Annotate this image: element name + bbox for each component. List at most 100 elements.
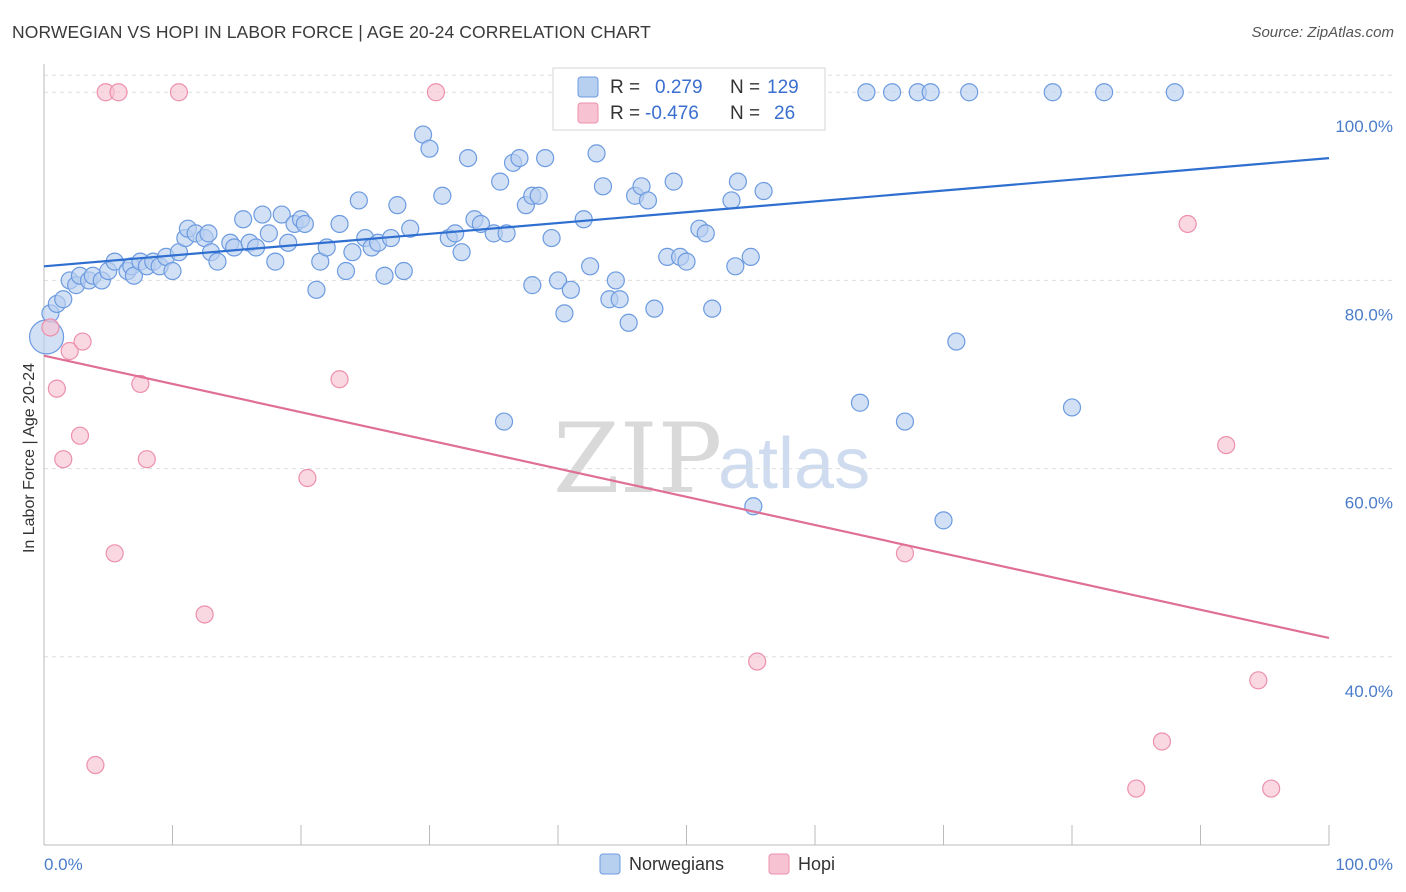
bottom-legend-norwegians: Norwegians — [629, 854, 724, 874]
norwegian-point — [921, 83, 940, 102]
bottom-legend-hopi: Hopi — [798, 854, 835, 874]
hopi-point — [137, 450, 156, 469]
norwegian-point — [587, 144, 606, 163]
hopi-point — [1178, 214, 1197, 234]
hopi-point — [895, 544, 915, 563]
norwegian-point — [548, 271, 568, 290]
norwegian-point — [542, 228, 561, 248]
norwegian-point — [882, 83, 902, 102]
legend-swatch-hopi — [577, 102, 599, 124]
norwegian-point — [619, 313, 638, 332]
hopi-trend-line — [43, 354, 1330, 640]
norwegian-point — [593, 177, 613, 196]
norwegian-point — [536, 148, 555, 168]
norwegian-point — [1165, 83, 1184, 102]
norwegian-point — [343, 243, 362, 262]
norwegian-point — [497, 224, 516, 243]
norwegian-point — [726, 257, 745, 276]
norwegian-point — [581, 257, 600, 276]
legend-swatch-norwegian — [577, 76, 599, 98]
norwegian-point — [947, 332, 966, 351]
norwegian-point — [234, 210, 253, 229]
y-tick-label: 40.0% — [1345, 682, 1393, 701]
norwegian-point — [491, 172, 510, 191]
hopi-point — [1127, 779, 1146, 798]
hopi-point — [1249, 671, 1268, 690]
norwegian-point — [754, 181, 773, 201]
chart-title: NORWEGIAN VS HOPI IN LABOR FORCE | AGE 2… — [12, 22, 651, 42]
norwegian-point — [307, 280, 326, 299]
source-credit: Source: ZipAtlas.com — [1251, 24, 1394, 41]
norwegian-point — [1095, 83, 1114, 102]
norwegian-trend-line — [43, 157, 1330, 268]
norwegian-point — [610, 290, 629, 309]
hopi-point — [748, 652, 767, 671]
hopi-point — [47, 379, 66, 398]
norwegian-point — [741, 247, 760, 266]
norwegian-point — [728, 172, 748, 191]
norwegian-point — [606, 271, 625, 290]
trend-lines — [43, 157, 1330, 640]
x-tick-max: 100.0% — [1335, 855, 1393, 874]
hopi-point — [131, 374, 150, 394]
bottom-legend-swatch-norwegians — [599, 853, 621, 875]
norwegian-point — [523, 276, 542, 295]
norwegian-point — [446, 224, 465, 243]
norwegian-point — [494, 412, 514, 431]
norwegian-point — [664, 172, 683, 191]
y-tick-label: 80.0% — [1345, 305, 1393, 324]
norwegian-point — [895, 412, 915, 431]
norwegian-point — [529, 186, 548, 205]
norwegian-point — [295, 214, 314, 234]
norwegian-point — [199, 224, 218, 243]
legend-n-label-2: N = — [730, 103, 760, 124]
hopi-point — [298, 468, 317, 488]
legend-n-value-hopi: 26 — [774, 103, 795, 124]
y-tick-labels: 40.0% 60.0% 80.0% 100.0% — [1335, 117, 1393, 701]
norwegian-point — [857, 83, 876, 102]
norwegian-point — [1043, 83, 1062, 102]
norwegian-point — [555, 304, 574, 323]
watermark-atlas: atlas — [718, 424, 870, 504]
hopi-point — [1152, 732, 1172, 751]
hopi-point — [169, 83, 189, 102]
norwegian-point — [850, 393, 870, 412]
x-tick-min: 0.0% — [44, 855, 83, 874]
hopi-points — [41, 83, 1281, 798]
hopi-point — [330, 370, 349, 389]
hopi-point — [70, 426, 90, 445]
hopi-point — [1217, 435, 1236, 455]
hopi-point — [1262, 779, 1281, 798]
norwegian-point — [225, 238, 244, 257]
norwegian-point — [452, 243, 471, 262]
norwegian-point — [272, 205, 291, 224]
norwegian-point — [960, 83, 979, 102]
norwegian-point — [458, 148, 478, 168]
legend-r-value-hopi: -0.476 — [645, 103, 699, 124]
y-tick-label: 100.0% — [1335, 117, 1393, 136]
norwegian-point — [279, 233, 298, 252]
norwegian-point — [388, 196, 407, 215]
series-legend: Norwegians Hopi — [599, 853, 835, 875]
hopi-point — [109, 83, 128, 102]
norwegian-point — [266, 252, 285, 271]
norwegian-point — [394, 261, 413, 281]
hopi-point — [426, 83, 446, 102]
norwegian-point — [696, 224, 715, 243]
norwegian-point — [510, 148, 529, 168]
norwegian-point — [703, 299, 722, 318]
watermark-zip: ZIP — [553, 403, 722, 515]
norwegian-point — [330, 214, 349, 234]
norwegian-point — [420, 139, 439, 158]
norwegian-point — [433, 186, 452, 205]
legend-r-label-2: R = — [610, 103, 640, 124]
norwegian-point — [645, 299, 664, 318]
hopi-point — [73, 332, 92, 351]
norwegian-point — [349, 191, 368, 210]
norwegian-point — [163, 261, 182, 281]
norwegian-point — [677, 252, 696, 271]
hopi-point — [54, 450, 73, 469]
legend-r-value-norwegian: 0.279 — [655, 77, 703, 98]
norwegian-point — [375, 266, 394, 285]
